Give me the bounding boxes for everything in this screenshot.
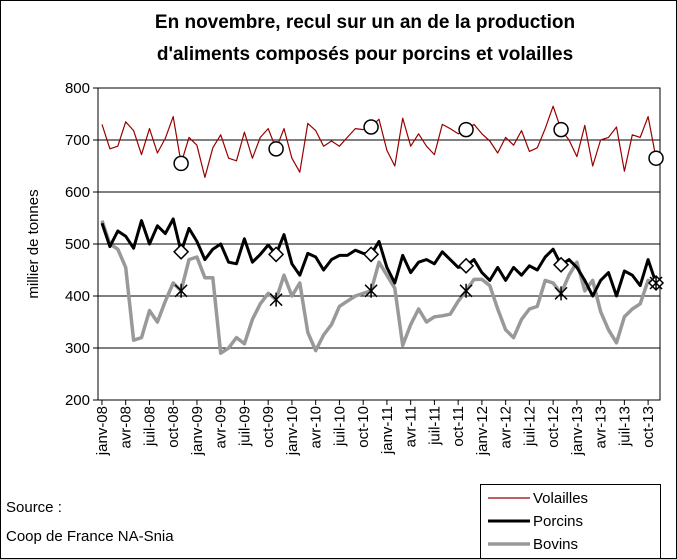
marker xyxy=(363,119,379,135)
marker xyxy=(269,292,283,307)
chart-title: d'aliments composés pour porcins et vola… xyxy=(157,44,573,65)
x-tick-label: oct-08 xyxy=(165,406,182,448)
legend-label: Bovins xyxy=(533,536,578,553)
marker xyxy=(174,283,188,298)
marker xyxy=(554,286,568,301)
marker xyxy=(552,256,570,273)
y-tick-label: 500 xyxy=(65,236,90,253)
x-tick-label: janv-12 xyxy=(474,406,491,456)
x-tick-label: janv-11 xyxy=(379,406,396,455)
marker xyxy=(173,243,190,260)
legend-label: Volailles xyxy=(533,490,588,507)
x-tick-label: juil-13 xyxy=(616,406,633,447)
marker xyxy=(364,283,378,298)
x-tick-label: oct-11 xyxy=(450,406,467,447)
marker xyxy=(268,141,284,157)
x-tick-label: janv-10 xyxy=(284,406,301,456)
x-tick-label: juil-10 xyxy=(331,406,348,447)
x-tick-label: juil-11 xyxy=(426,406,443,446)
x-tick-label: janv-09 xyxy=(189,406,206,456)
x-tick-label: oct-10 xyxy=(355,406,372,448)
y-tick-label: 400 xyxy=(65,288,90,305)
y-tick-label: 600 xyxy=(65,184,90,201)
marker xyxy=(268,246,285,263)
marker xyxy=(648,150,664,166)
y-axis-label: millier de tonnes xyxy=(25,189,42,298)
marker xyxy=(553,121,569,138)
y-tick-label: 300 xyxy=(65,340,90,357)
chart-title: En novembre, recul sur un an de la produ… xyxy=(155,12,575,33)
x-tick-label: oct-12 xyxy=(545,406,562,448)
marker xyxy=(458,257,475,274)
marker xyxy=(363,246,380,263)
source: Source : xyxy=(6,499,62,516)
x-tick-label: avr-09 xyxy=(213,406,230,449)
series-line xyxy=(100,220,657,355)
x-tick-label: avr-10 xyxy=(308,406,325,449)
x-tick-label: juil-08 xyxy=(141,406,158,447)
x-tick-label: oct-09 xyxy=(260,406,277,448)
x-tick-label: janv-13 xyxy=(569,406,586,456)
x-tick-label: avr-12 xyxy=(498,406,515,449)
plot-border xyxy=(97,87,661,401)
marker xyxy=(459,283,473,298)
marker xyxy=(649,276,663,290)
x-tick-label: avr-11 xyxy=(403,406,420,447)
y-tick-label: 200 xyxy=(65,392,90,409)
x-tick-label: avr-13 xyxy=(593,406,610,449)
x-tick-label: oct-13 xyxy=(640,406,657,448)
marker xyxy=(173,155,189,172)
legend-label: Porcins xyxy=(533,513,583,530)
source: Coop de France NA-Snia xyxy=(6,528,174,545)
marker xyxy=(458,121,474,138)
x-tick-label: avr-08 xyxy=(118,406,135,449)
x-tick-label: janv-08 xyxy=(94,406,111,456)
y-tick-label: 800 xyxy=(65,80,90,97)
x-tick-label: juil-12 xyxy=(521,406,538,447)
y-tick-label: 700 xyxy=(65,132,90,149)
x-tick-label: juil-09 xyxy=(236,406,253,447)
